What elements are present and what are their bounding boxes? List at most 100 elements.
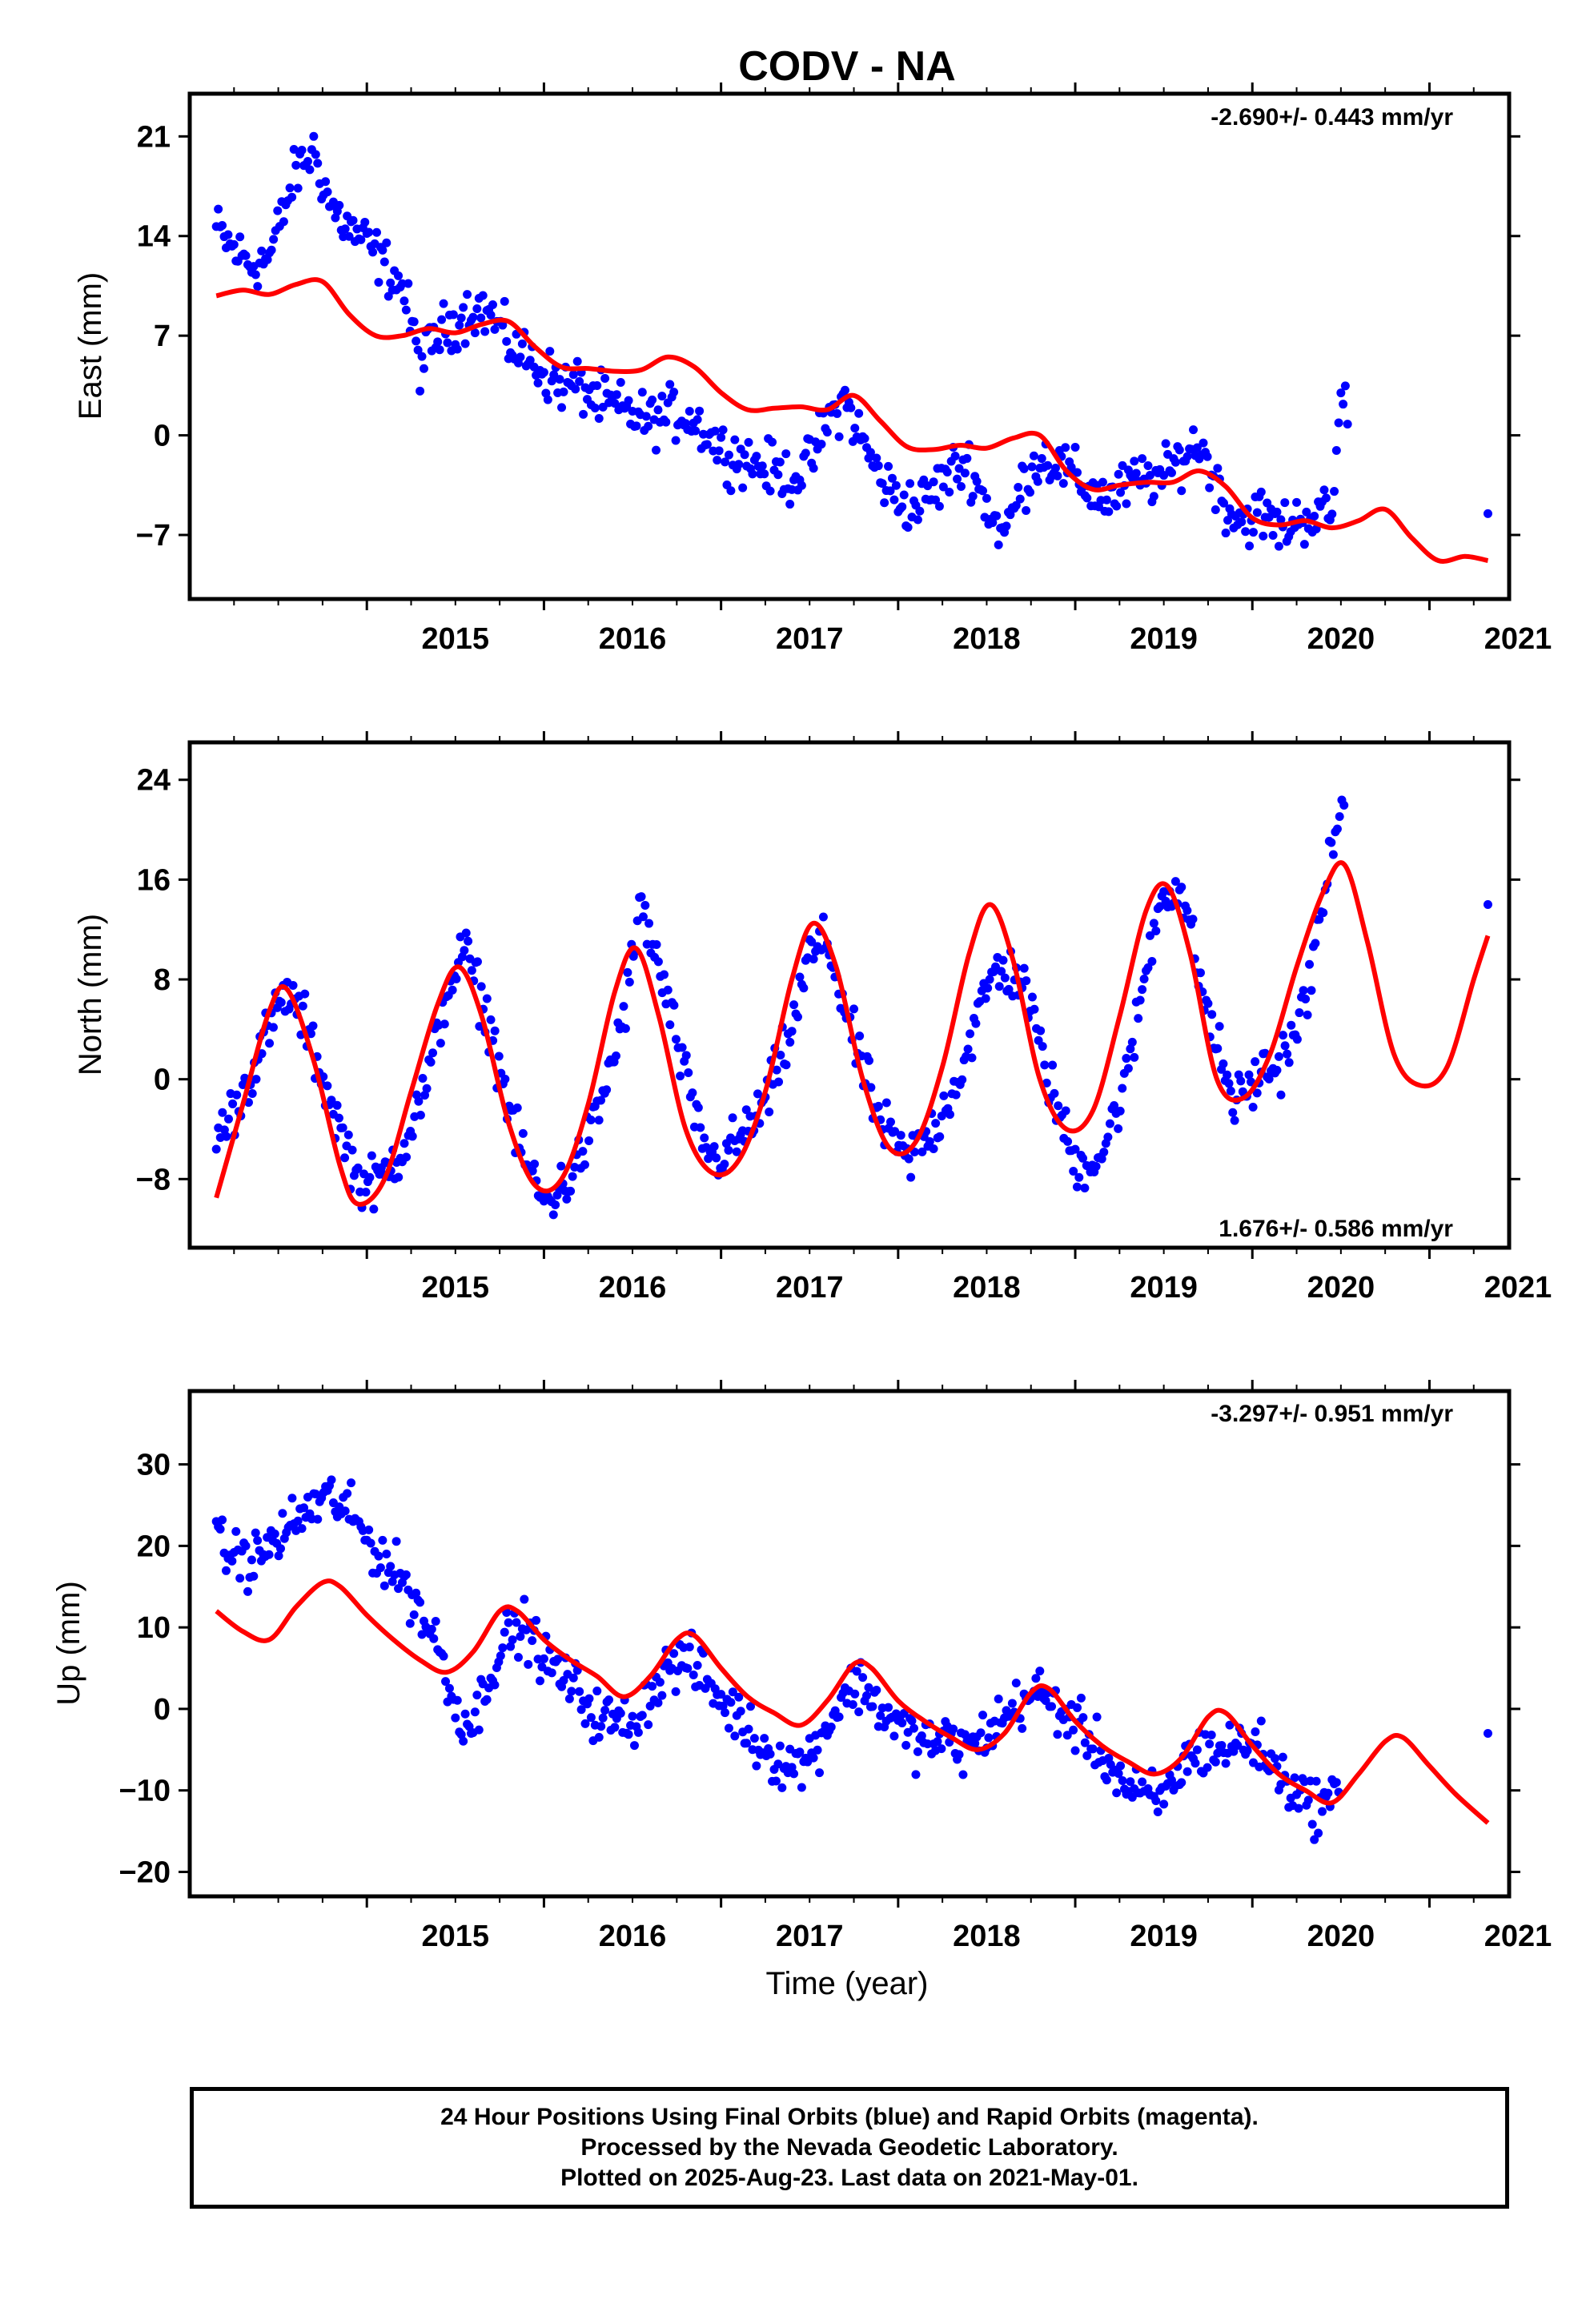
up-data-point bbox=[834, 1712, 844, 1722]
up-data-point bbox=[1112, 1788, 1122, 1798]
up-data-point bbox=[1318, 1807, 1327, 1816]
up-data-point bbox=[1151, 1796, 1161, 1806]
east-data-point bbox=[1058, 479, 1068, 489]
up-x-tick-label: 2016 bbox=[599, 1920, 667, 1953]
east-data-point bbox=[409, 317, 419, 327]
east-data-point bbox=[374, 277, 383, 287]
up-y-tick-label: 0 bbox=[154, 1693, 171, 1727]
up-data-point bbox=[215, 1524, 225, 1534]
east-data-point bbox=[435, 345, 444, 355]
east-data-point bbox=[379, 257, 389, 267]
north-data-point bbox=[1050, 1088, 1059, 1098]
east-data-point bbox=[665, 380, 675, 389]
east-data-point bbox=[644, 421, 653, 431]
north-y-tick-label: −8 bbox=[136, 1163, 171, 1196]
east-data-point bbox=[488, 300, 498, 309]
up-data-point bbox=[409, 1610, 419, 1619]
north-data-point bbox=[624, 977, 634, 987]
north-data-point bbox=[548, 1210, 558, 1220]
east-data-point bbox=[572, 356, 582, 366]
north-data-point bbox=[402, 1152, 412, 1162]
up-data-point bbox=[1082, 1751, 1092, 1760]
up-data-point bbox=[1053, 1730, 1062, 1739]
north-data-point bbox=[660, 970, 669, 979]
north-data-point bbox=[1236, 1076, 1246, 1086]
north-data-point bbox=[1155, 902, 1165, 911]
east-data-point bbox=[273, 206, 283, 215]
north-data-point bbox=[619, 1002, 628, 1011]
north-data-point bbox=[420, 1091, 430, 1100]
up-data-point bbox=[669, 1649, 679, 1659]
up-data-point bbox=[937, 1744, 946, 1754]
north-data-point bbox=[472, 957, 482, 967]
up-data-point bbox=[994, 1695, 1003, 1704]
footer-line-3: Plotted on 2025-Aug-23. Last data on 202… bbox=[560, 2165, 1138, 2191]
up-data-point bbox=[872, 1686, 881, 1695]
north-data-point bbox=[218, 1108, 227, 1117]
east-data-point bbox=[285, 183, 295, 193]
north-data-point bbox=[1099, 1148, 1109, 1157]
east-data-point bbox=[840, 385, 849, 395]
north-data-point bbox=[327, 1096, 336, 1105]
up-data-point bbox=[227, 1556, 237, 1566]
east-data-point bbox=[1321, 493, 1331, 503]
east-data-point bbox=[229, 239, 239, 249]
north-data-point bbox=[257, 1049, 267, 1059]
east-data-point bbox=[468, 312, 478, 322]
east-rate-label: -2.690+/- 0.443 mm/yr bbox=[1211, 104, 1453, 131]
north-x-tick-label: 2016 bbox=[599, 1271, 667, 1305]
north-data-point bbox=[1195, 968, 1205, 978]
north-data-point bbox=[367, 1151, 376, 1160]
up-data-point bbox=[657, 1691, 667, 1700]
east-data-point bbox=[1015, 494, 1025, 504]
north-data-point bbox=[1335, 812, 1344, 822]
north-data-point bbox=[1315, 915, 1324, 924]
east-data-point bbox=[740, 450, 749, 460]
east-data-point bbox=[693, 415, 702, 424]
up-data-point bbox=[1116, 1761, 1126, 1771]
up-x-tick-label: 2020 bbox=[1307, 1920, 1375, 1953]
east-data-point bbox=[1161, 439, 1170, 448]
east-data-point bbox=[748, 469, 757, 479]
east-data-point bbox=[539, 368, 548, 377]
north-data-point bbox=[332, 1100, 342, 1110]
north-data-point bbox=[361, 1188, 371, 1197]
east-data-point bbox=[884, 461, 893, 471]
north-data-point bbox=[500, 1074, 510, 1084]
east-data-point bbox=[311, 150, 320, 159]
north-data-point bbox=[693, 1103, 703, 1112]
east-data-point bbox=[360, 217, 370, 227]
up-data-point bbox=[889, 1731, 899, 1741]
up-data-point bbox=[1007, 1699, 1017, 1708]
up-data-point bbox=[508, 1635, 517, 1645]
up-data-point bbox=[504, 1618, 513, 1627]
north-data-point bbox=[1115, 1106, 1125, 1116]
up-data-point bbox=[1191, 1759, 1200, 1768]
east-data-point bbox=[956, 482, 966, 492]
up-data-point bbox=[460, 1709, 470, 1719]
north-data-point bbox=[211, 1144, 221, 1154]
east-data-point bbox=[616, 377, 625, 387]
north-data-point bbox=[476, 982, 486, 991]
east-data-point bbox=[1219, 498, 1229, 508]
north-data-point bbox=[486, 1015, 496, 1024]
north-data-point bbox=[1276, 1090, 1286, 1100]
east-data-point bbox=[1019, 464, 1029, 473]
east-data-point bbox=[1292, 497, 1302, 507]
east-data-point bbox=[889, 495, 899, 505]
east-data-point bbox=[738, 483, 748, 493]
north-data-point bbox=[1303, 1010, 1312, 1019]
north-data-point bbox=[408, 1132, 417, 1141]
north-data-point bbox=[741, 1105, 751, 1115]
up-data-point bbox=[513, 1653, 523, 1663]
north-data-point bbox=[611, 1051, 620, 1061]
up-data-point bbox=[1243, 1746, 1252, 1755]
up-data-point bbox=[1102, 1775, 1111, 1785]
north-x-tick-label: 2015 bbox=[422, 1271, 490, 1305]
east-data-point bbox=[1241, 527, 1251, 537]
up-data-point bbox=[749, 1734, 759, 1743]
east-data-point bbox=[657, 392, 667, 401]
up-data-point bbox=[444, 1683, 454, 1693]
east-data-point bbox=[773, 470, 783, 480]
east-data-point bbox=[978, 486, 988, 496]
